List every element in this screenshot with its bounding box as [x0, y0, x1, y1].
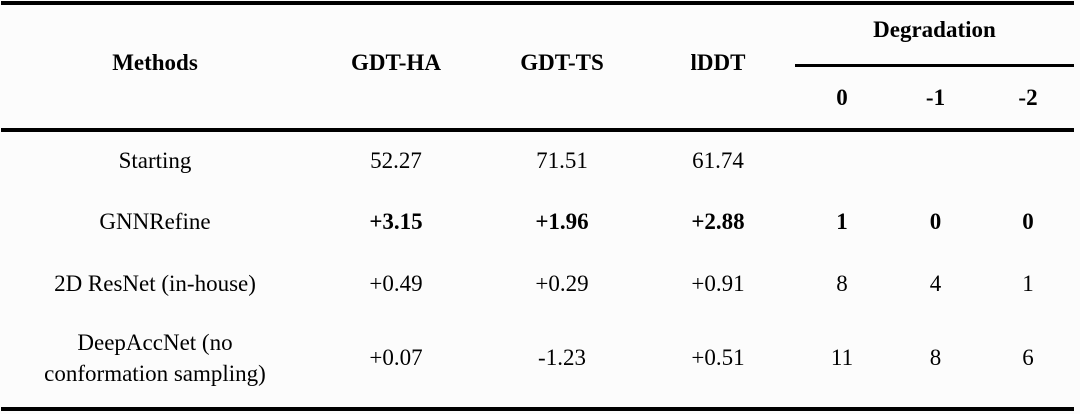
column-header-degradation-0: 0: [836, 85, 848, 110]
table-header: Methods GDT-HA GDT-TS lDDT Degradation 0…: [1, 5, 1074, 128]
column-header-gdt-ts: GDT-TS: [520, 49, 604, 75]
gdt-ha-cell: 52.27: [309, 128, 483, 191]
table-row-starting: Starting 52.27 71.51 61.74: [1, 128, 1074, 191]
method-cell: 2D ResNet (in-house): [54, 270, 256, 296]
degradation-minus2-cell: 1: [1022, 270, 1034, 296]
degradation-minus1-cell: 0: [929, 209, 942, 234]
gdt-ha-cell: +0.07: [369, 345, 423, 370]
degradation-minus2-cell: 0: [1022, 209, 1034, 234]
degradation-0-cell: 11: [830, 345, 854, 370]
table-row-gnnrefine: GNNRefine +3.15 +1.96 +2.88 1 0 0: [1, 191, 1074, 252]
table-row-2d-resnet: 2D ResNet (in-house) +0.49 +0.29 +0.91 8…: [1, 252, 1074, 314]
header-row-degradation-levels: 0 -1 -2: [1, 67, 1074, 128]
gdt-ts-cell: 71.51: [483, 128, 641, 191]
lddt-cell: +0.91: [691, 270, 745, 296]
gdt-ts-cell: +1.96: [535, 209, 589, 234]
degradation-minus1-cell: [889, 128, 982, 191]
method-cell: GNNRefine: [99, 209, 211, 234]
column-header-degradation-minus1: -1: [925, 85, 946, 110]
gdt-ts-cell: -1.23: [538, 345, 586, 370]
degradation-0-cell: 1: [836, 209, 848, 234]
column-header-degradation-minus2: -2: [1018, 85, 1038, 110]
method-cell: Starting: [1, 128, 309, 191]
lddt-cell: 61.74: [641, 128, 795, 191]
method-cell: DeepAccNet (no conformation sampling): [44, 329, 266, 386]
gdt-ts-cell: +0.29: [535, 270, 589, 296]
column-header-methods: Methods: [112, 49, 198, 75]
degradation-minus2-cell: 6: [1022, 345, 1034, 370]
column-header-lddt: lDDT: [690, 49, 746, 75]
degradation-minus2-cell: [982, 128, 1074, 191]
degradation-minus1-cell: 4: [929, 270, 942, 296]
degradation-0-cell: 8: [836, 270, 848, 296]
lddt-cell: +2.88: [691, 209, 745, 234]
column-header-degradation: Degradation: [795, 5, 1074, 67]
degradation-0-cell: [795, 128, 889, 191]
degradation-minus1-cell: 8: [929, 345, 942, 370]
table-row-deepaccnet: DeepAccNet (no conformation sampling) +0…: [1, 314, 1074, 407]
gdt-ha-cell: +3.15: [369, 209, 423, 234]
table-body: Starting 52.27 71.51 61.74 GNNRefine +3.…: [1, 128, 1074, 407]
column-header-gdt-ha: GDT-HA: [351, 49, 441, 75]
header-row-main: Methods GDT-HA GDT-TS lDDT Degradation: [1, 5, 1074, 75]
lddt-cell: +0.51: [691, 345, 745, 370]
gdt-ha-cell: +0.49: [369, 270, 423, 296]
